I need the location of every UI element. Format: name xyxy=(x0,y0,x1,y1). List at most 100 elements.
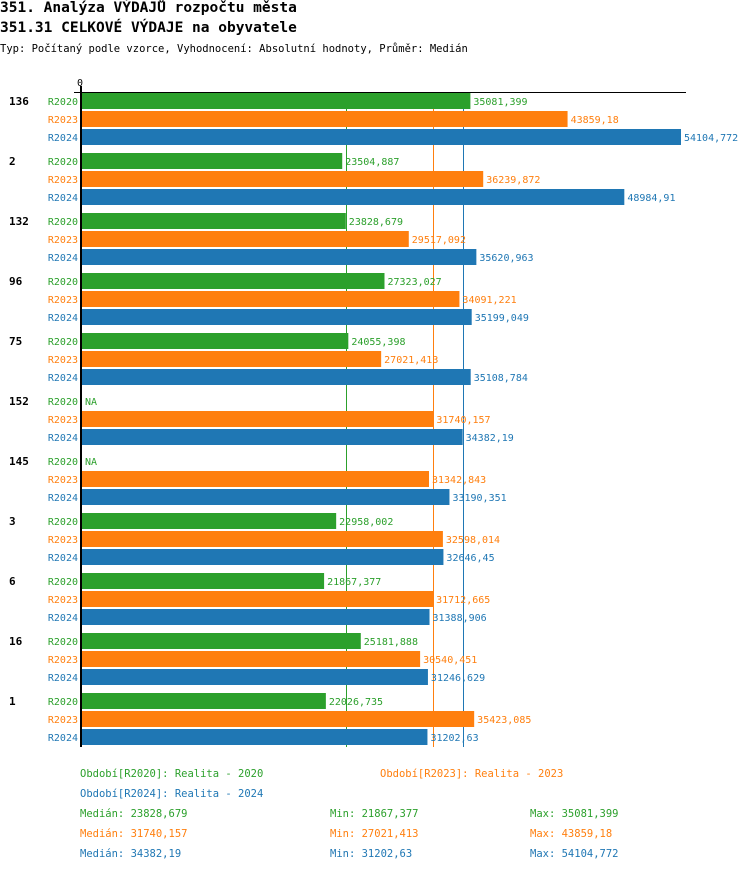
series-label: R2023 xyxy=(48,175,78,186)
bar xyxy=(82,153,343,169)
series-label: R2023 xyxy=(48,355,78,366)
bar xyxy=(82,351,382,367)
data-label: NA xyxy=(85,397,97,408)
data-label: 35199,049 xyxy=(475,313,529,324)
data-label: 31388,906 xyxy=(433,613,487,624)
bar xyxy=(82,549,444,565)
data-label: 36239,872 xyxy=(486,175,540,186)
bar xyxy=(82,693,326,709)
series-label: R2023 xyxy=(48,475,78,486)
series-label: R2024 xyxy=(48,193,78,204)
series-label: R2020 xyxy=(48,97,78,108)
data-label: 31342,843 xyxy=(432,475,486,486)
data-label: 31740,157 xyxy=(436,415,490,426)
bar xyxy=(82,651,421,667)
stat-max-r2020: Max: 35081,399 xyxy=(530,808,619,820)
data-label: 30540,451 xyxy=(423,655,477,666)
data-label: 22958,002 xyxy=(339,517,393,528)
series-label: R2024 xyxy=(48,373,78,384)
stat-median-r2023: Medián: 31740,157 xyxy=(80,828,188,840)
data-label: 35108,784 xyxy=(474,373,528,384)
bar xyxy=(82,249,477,265)
series-label: R2024 xyxy=(48,673,78,684)
series-label: R2023 xyxy=(48,535,78,546)
category-label: 152 xyxy=(9,395,29,408)
bar xyxy=(82,411,434,427)
bar xyxy=(82,213,346,229)
legend-r2020: Období[R2020]: Realita - 2020 xyxy=(80,768,264,780)
bar xyxy=(82,513,337,529)
data-label: 31712,665 xyxy=(436,595,490,606)
data-label: 48984,91 xyxy=(627,193,675,204)
category-label: 136 xyxy=(9,95,29,108)
series-label: R2023 xyxy=(48,115,78,126)
bar xyxy=(82,729,428,745)
data-label: 35081,399 xyxy=(473,97,527,108)
series-label: R2020 xyxy=(48,217,78,228)
bar xyxy=(82,273,385,289)
series-label: R2024 xyxy=(48,553,78,564)
bar xyxy=(82,531,443,547)
category-label: 96 xyxy=(9,275,23,288)
stat-min-r2023: Min: 27021,413 xyxy=(330,828,419,840)
category-label: 132 xyxy=(9,215,29,228)
data-label: 35620,963 xyxy=(479,253,533,264)
stat-min-r2024: Min: 31202,63 xyxy=(330,848,413,860)
bar xyxy=(82,129,681,145)
bar xyxy=(82,333,349,349)
series-label: R2024 xyxy=(48,733,78,744)
bar xyxy=(82,189,625,205)
series-label: R2023 xyxy=(48,595,78,606)
bar xyxy=(82,429,463,445)
bar xyxy=(82,591,434,607)
series-label: R2024 xyxy=(48,313,78,324)
series-label: R2020 xyxy=(48,457,78,468)
category-label: 3 xyxy=(9,515,16,528)
bar xyxy=(82,369,471,385)
series-label: R2023 xyxy=(48,715,78,726)
bar xyxy=(82,711,475,727)
series-label: R2020 xyxy=(48,337,78,348)
category-label: 75 xyxy=(9,335,22,348)
series-label: R2020 xyxy=(48,157,78,168)
stat-min-r2020: Min: 21867,377 xyxy=(330,808,419,820)
category-label: 1 xyxy=(9,695,16,708)
series-label: R2024 xyxy=(48,133,78,144)
series-label: R2024 xyxy=(48,253,78,264)
legend-r2023: Období[R2023]: Realita - 2023 xyxy=(380,768,564,780)
data-label: 32646,45 xyxy=(446,553,494,564)
series-label: R2020 xyxy=(48,637,78,648)
series-label: R2020 xyxy=(48,517,78,528)
data-label: 22026,735 xyxy=(329,697,383,708)
data-label: 27021,413 xyxy=(384,355,438,366)
bar xyxy=(82,171,484,187)
category-label: 6 xyxy=(9,575,16,588)
data-label: 32598,014 xyxy=(446,535,500,546)
legend-r2024: Období[R2024]: Realita - 2024 xyxy=(80,788,264,800)
page-title: 351. Analýza VÝDAJŮ rozpočtu města xyxy=(0,0,297,16)
bar xyxy=(82,573,325,589)
data-label: 24055,398 xyxy=(351,337,405,348)
x-tick-label: 0 xyxy=(77,78,83,89)
data-label: 23504,887 xyxy=(345,157,399,168)
chart-description: Typ: Počítaný podle vzorce, Vyhodnocení:… xyxy=(0,43,468,55)
stat-max-r2023: Max: 43859,18 xyxy=(530,828,613,840)
series-label: R2024 xyxy=(48,613,78,624)
data-label: 23828,679 xyxy=(349,217,403,228)
data-label: 31246,629 xyxy=(431,673,485,684)
data-label: 33190,351 xyxy=(452,493,506,504)
category-label: 2 xyxy=(9,155,16,168)
bar xyxy=(82,93,471,109)
category-label: 16 xyxy=(9,635,23,648)
data-label: 29517,092 xyxy=(412,235,466,246)
bar xyxy=(82,291,460,307)
data-label: NA xyxy=(85,457,97,468)
bar xyxy=(82,669,428,685)
data-label: 43859,18 xyxy=(571,115,619,126)
stat-max-r2024: Max: 54104,772 xyxy=(530,848,619,860)
stat-median-r2024: Medián: 34382,19 xyxy=(80,848,182,860)
bar xyxy=(82,309,472,325)
bar xyxy=(82,111,568,127)
series-label: R2020 xyxy=(48,697,78,708)
